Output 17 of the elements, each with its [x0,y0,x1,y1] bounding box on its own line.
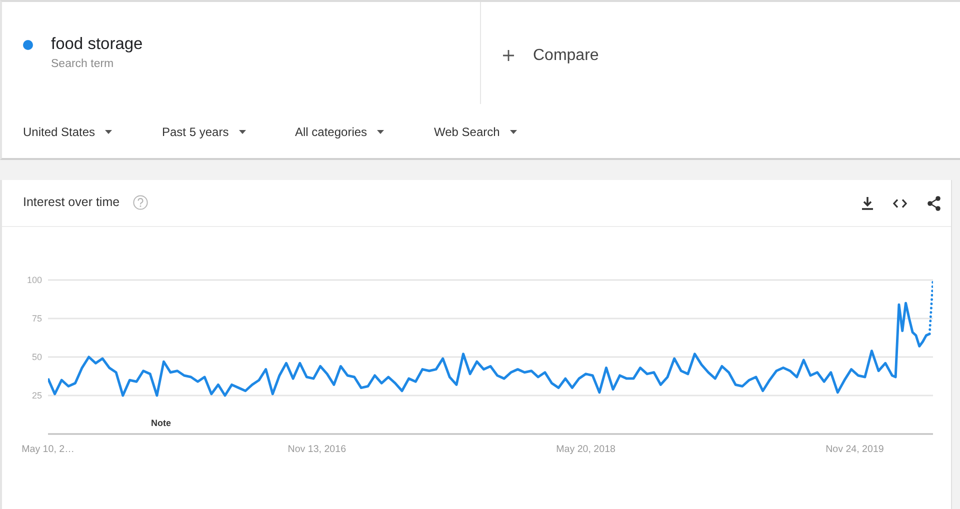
y-tick-label: 100 [26,275,42,285]
x-tick-label: May 10, 2… [22,444,74,455]
y-tick-label: 25 [32,390,42,400]
chart-title: Interest over time [23,195,120,210]
text: All categories [295,125,368,139]
x-tick-label: Nov 24, 2019 [826,444,884,455]
x-tick-label: Nov 13, 2016 [288,444,347,455]
x-tick-label: May 20, 2018 [556,444,616,455]
legend-label: food storage [51,35,143,54]
y-tick-label: 75 [32,314,42,324]
text: Past 5 years [162,125,229,139]
annotation: Note [151,418,171,428]
text: Web Search [434,125,500,139]
text: Compare [533,46,599,65]
y-tick-label: 50 [32,352,42,362]
text: Search term [51,58,114,70]
text: United States [23,125,96,139]
